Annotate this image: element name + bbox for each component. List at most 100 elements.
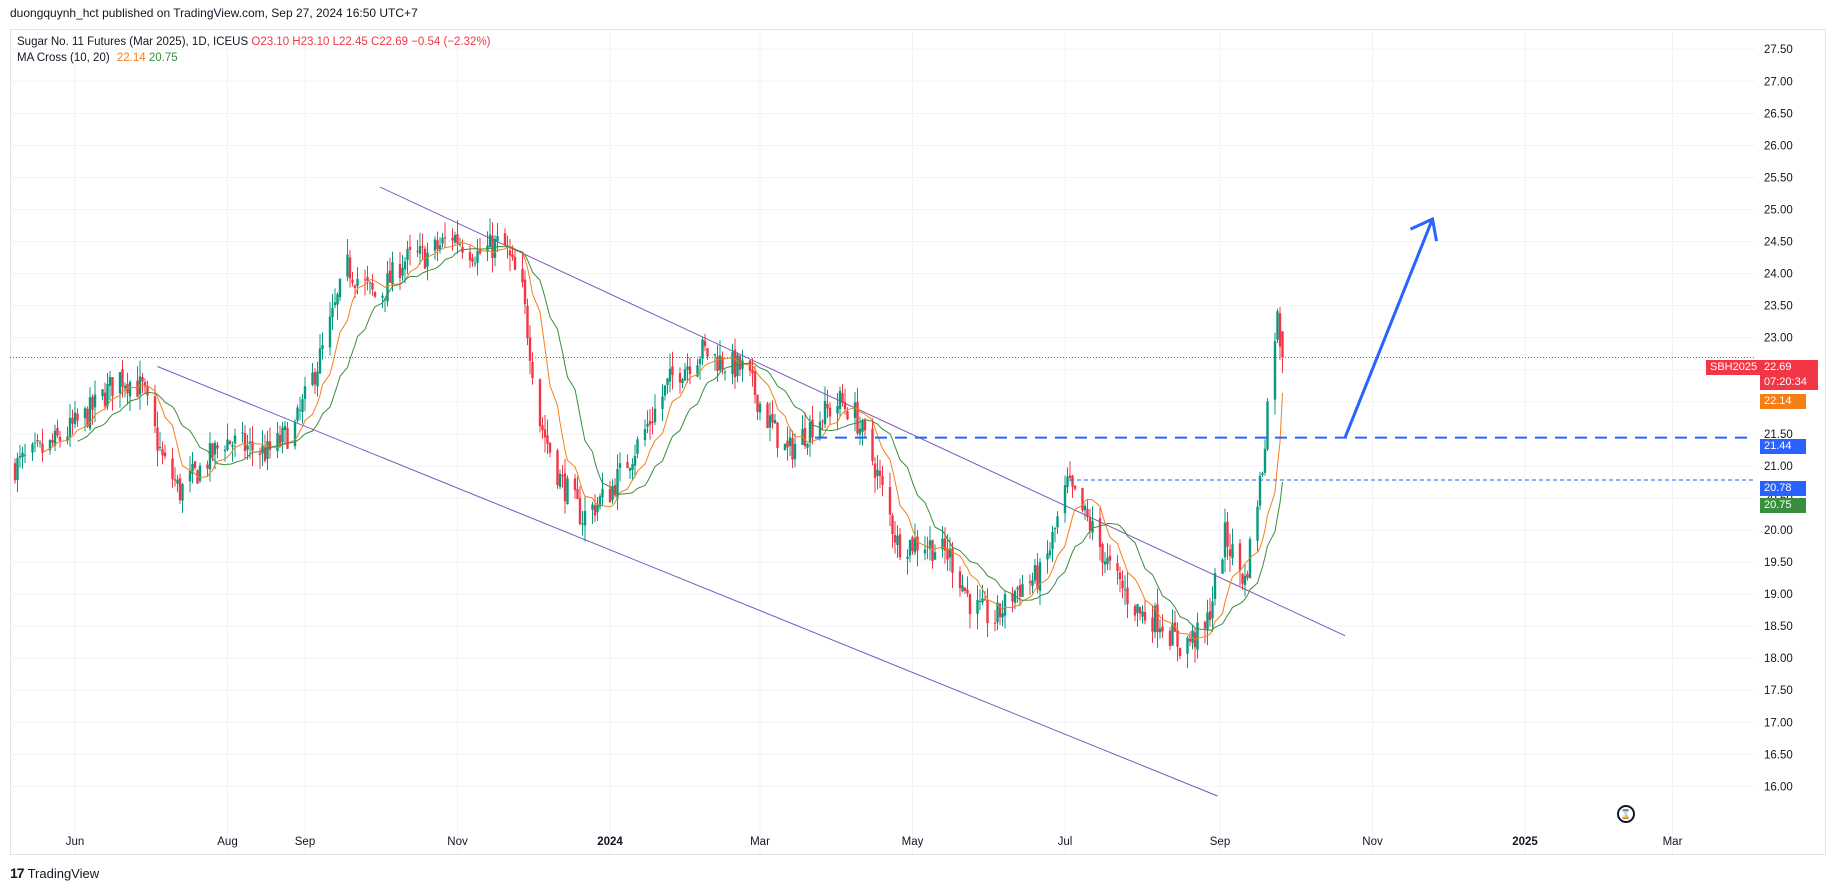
x-tick-label: Mar bbox=[1663, 836, 1683, 848]
candle-body bbox=[118, 372, 122, 394]
y-tick-label: 18.50 bbox=[1764, 621, 1793, 633]
candle-body bbox=[1161, 626, 1164, 632]
candle-body bbox=[871, 428, 874, 462]
candle-body bbox=[1118, 572, 1122, 580]
candle-body bbox=[406, 248, 409, 261]
candle-body bbox=[1091, 520, 1094, 533]
candle-body bbox=[1038, 562, 1042, 591]
candle-body bbox=[736, 354, 739, 377]
candle-body bbox=[243, 433, 247, 452]
candle-body bbox=[1011, 593, 1014, 602]
candle-body bbox=[978, 601, 982, 603]
candle-body bbox=[981, 598, 984, 603]
candle-body bbox=[303, 386, 307, 399]
candle-body bbox=[266, 441, 269, 459]
arrow-head-icon bbox=[1409, 216, 1438, 242]
candle-body bbox=[561, 475, 564, 477]
x-tick-label: May bbox=[902, 836, 924, 848]
candle-body bbox=[1151, 617, 1154, 632]
candle-body bbox=[556, 450, 559, 486]
candle-body bbox=[1231, 544, 1234, 559]
candle-body bbox=[276, 432, 279, 452]
candle-body bbox=[228, 440, 232, 445]
candle-body bbox=[1263, 448, 1267, 473]
candle-body bbox=[316, 371, 319, 387]
clock-icon[interactable]: ⌛ bbox=[1617, 805, 1635, 823]
candle-body bbox=[398, 264, 402, 279]
candle-body bbox=[1036, 565, 1039, 589]
candle-body bbox=[716, 356, 719, 371]
candle-body bbox=[18, 455, 22, 458]
candle-body bbox=[873, 463, 877, 478]
candle-body bbox=[526, 305, 529, 339]
candle-body bbox=[338, 279, 342, 298]
candle-body bbox=[111, 377, 114, 397]
candle-body bbox=[353, 285, 357, 289]
candle-body bbox=[648, 420, 652, 425]
candle-body bbox=[643, 429, 647, 440]
x-tick-label: 2024 bbox=[597, 836, 623, 848]
candle-body bbox=[898, 534, 902, 558]
candle-body bbox=[1258, 475, 1262, 506]
candle-body bbox=[1068, 475, 1072, 478]
candle-body bbox=[1048, 550, 1052, 556]
candle-body bbox=[136, 380, 139, 397]
candle-body bbox=[1191, 630, 1194, 643]
candle-body bbox=[191, 464, 194, 474]
footer-brand-label: TradingView bbox=[27, 865, 100, 881]
candle-body bbox=[1266, 401, 1269, 450]
candle-body bbox=[626, 462, 629, 469]
candle-body bbox=[1211, 601, 1214, 619]
last-price-tag: 22.69 bbox=[1760, 360, 1818, 375]
candle-body bbox=[1126, 587, 1129, 605]
candle-body bbox=[531, 362, 534, 379]
candle-body bbox=[943, 538, 947, 551]
candle-body bbox=[1141, 611, 1144, 617]
candle-body bbox=[66, 436, 69, 441]
candle-body bbox=[686, 366, 689, 370]
candle-body bbox=[318, 348, 322, 374]
candle-body bbox=[856, 401, 859, 434]
candle-body bbox=[86, 408, 89, 427]
y-tick-label: 24.00 bbox=[1764, 269, 1793, 281]
candle-body bbox=[356, 278, 359, 287]
candle-body bbox=[1256, 506, 1259, 541]
symbol-tag: SBH2025 bbox=[1706, 360, 1762, 375]
footer-brand: 17 TradingView bbox=[10, 865, 99, 881]
candle-body bbox=[403, 261, 407, 270]
candle-body bbox=[678, 373, 682, 383]
candle-body bbox=[1203, 621, 1207, 629]
candle-body bbox=[211, 443, 214, 458]
candle-body bbox=[576, 489, 579, 499]
candle-body bbox=[251, 441, 254, 451]
candle-body bbox=[646, 423, 649, 427]
candle-body bbox=[106, 383, 109, 407]
candle-body bbox=[863, 420, 867, 431]
candle-body bbox=[1276, 311, 1279, 340]
candle-body bbox=[1196, 622, 1199, 650]
candle-body bbox=[161, 449, 164, 456]
candle-body bbox=[766, 403, 769, 428]
candle-body bbox=[451, 237, 454, 241]
y-tick-label: 18.00 bbox=[1764, 653, 1793, 665]
candle-body bbox=[363, 279, 367, 281]
candle-body bbox=[1188, 638, 1192, 642]
candle-body bbox=[246, 445, 249, 450]
candle-body bbox=[146, 386, 149, 396]
candle-body bbox=[788, 437, 792, 447]
legend-symbol: Sugar No. 11 Futures (Mar 2025), 1D, ICE… bbox=[17, 36, 249, 48]
candle-body bbox=[823, 401, 827, 425]
candle-body bbox=[1158, 628, 1162, 633]
chart-frame bbox=[10, 29, 1826, 855]
candle-body bbox=[753, 371, 757, 396]
candle-body bbox=[178, 478, 182, 501]
x-tick-label: Jun bbox=[66, 836, 85, 848]
candle-body bbox=[381, 295, 384, 298]
candle-body bbox=[878, 470, 882, 477]
candle-body bbox=[1051, 531, 1054, 550]
y-tick-label: 27.00 bbox=[1764, 76, 1793, 88]
candle-body bbox=[156, 427, 159, 451]
candle-body bbox=[128, 381, 132, 397]
candle-body bbox=[286, 428, 289, 449]
